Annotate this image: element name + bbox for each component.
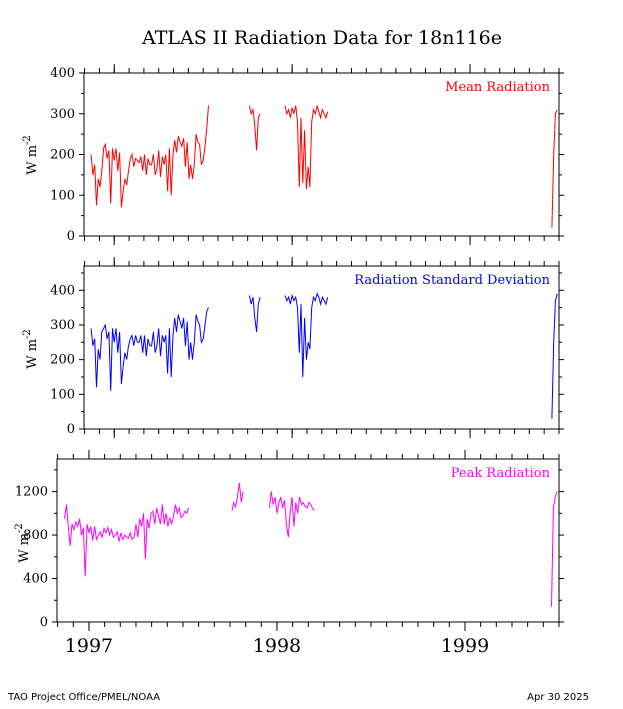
series-segment-3 [284,292,329,378]
series-segment-3 [269,491,315,538]
plot-frame [83,72,560,237]
y-axis-label-exponent: -2 [22,135,33,145]
y-tick-label: 400 [23,572,48,587]
chart-panel-3: 0 400 800 1200 W m-2 Peak Radiation [14,450,564,631]
chart-panel-1: 0 100 200 300 400 W m-2 Mean Radiation [22,64,564,245]
x-year-label: 1998 [253,635,301,657]
y-axis-label: W m-2 [22,329,40,369]
x-year-label: 1999 [441,635,489,657]
plot-frame [56,458,560,623]
y-axis-label-exponent: -2 [14,523,25,533]
series-segment-1 [64,504,190,577]
series-segment-4 [551,293,558,419]
y-tick-label: 200 [50,148,75,163]
series-segment-4 [551,491,558,607]
x-axis-year-labels: 1997 1998 1999 [65,635,489,657]
y-tick-label: 400 [50,66,75,81]
y-tick-label: 100 [50,188,75,203]
y-tick-label: 0 [67,422,75,437]
series-segment-3 [284,105,329,190]
y-tick-label: 200 [50,353,75,368]
y-tick-label: 400 [50,283,75,298]
y-axis-label-unit: W m [25,339,40,369]
y-tick-label: 300 [50,107,75,122]
y-axis-label: W m-2 [14,523,32,563]
y-axis-label: W m-2 [22,135,40,175]
panel-title: Peak Radiation [451,466,551,481]
series-segment-2 [248,295,261,332]
panel-title: Mean Radiation [445,80,551,95]
y-axis-label-exponent: -2 [22,329,33,339]
y-tick-label: 0 [67,229,75,244]
series-segment-1 [90,307,209,391]
panel-title: Radiation Standard Deviation [354,273,550,288]
y-tick-label: 0 [40,615,48,630]
series-segment-4 [551,109,558,228]
series-segment-1 [90,105,209,208]
y-tick-label: 300 [50,318,75,333]
y-tick-label: 800 [23,528,48,543]
x-year-label: 1997 [65,635,113,657]
y-axis-label-unit: W m [17,533,32,563]
chart-panel-2: 0 100 200 300 400 W m-2 Radiation Standard Dev… [22,257,564,438]
series-segment-2 [248,105,261,151]
footer-credit: TAO Project Office/PMEL/NOAA [7,692,160,703]
y-tick-label: 1200 [15,485,48,500]
footer-date: Apr 30 2025 [527,692,589,703]
y-axis-label-unit: W m [25,145,40,175]
chart-title: ATLAS II Radiation Data for 18n116e [141,27,502,49]
series-segment-2 [231,482,244,512]
y-tick-label: 100 [50,387,75,402]
